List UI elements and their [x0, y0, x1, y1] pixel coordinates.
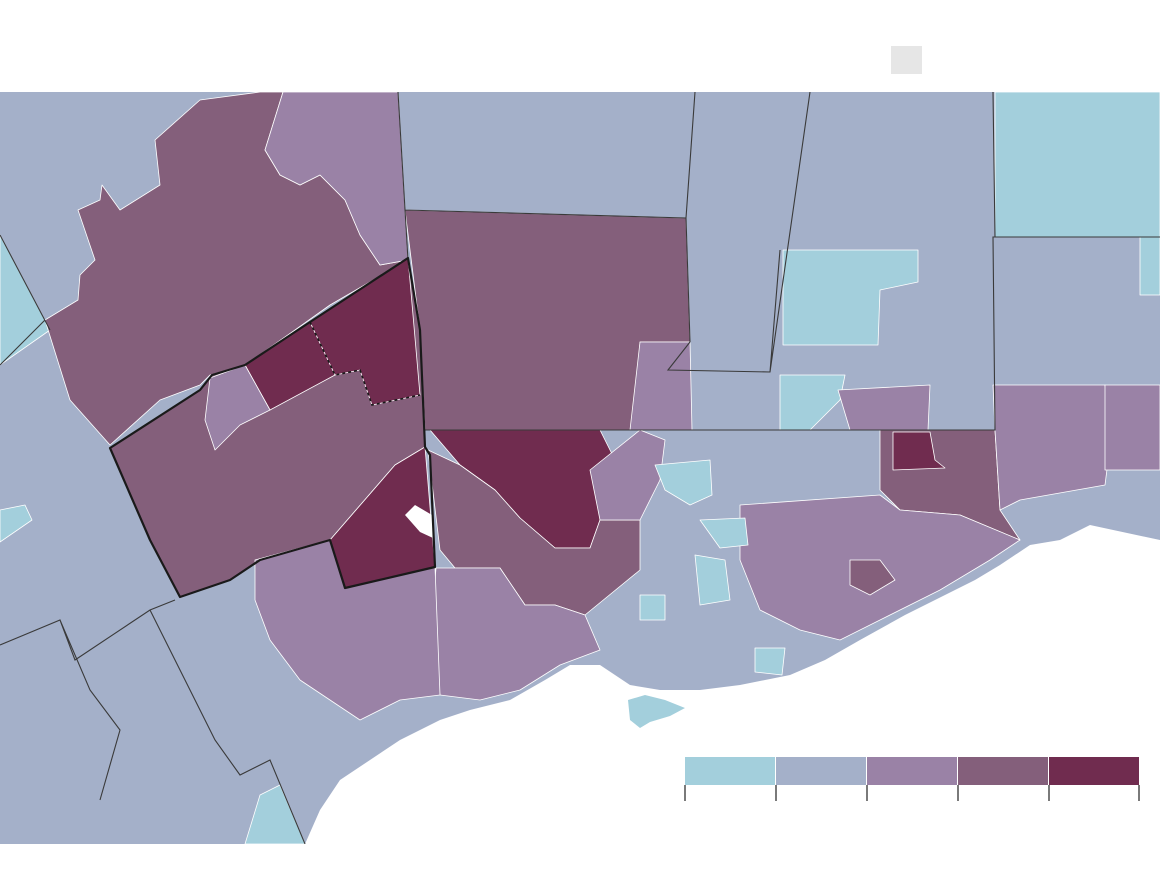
region-york-mid-light[interactable] [629, 341, 693, 431]
legend-swatch-2 [776, 757, 866, 785]
focus-outline [108, 256, 437, 599]
legend-swatch-4 [958, 757, 1048, 785]
boundary-lines [0, 92, 1160, 844]
region-toronto-east-darkest[interactable] [892, 431, 946, 471]
region-central-light[interactable] [782, 249, 919, 346]
region-light-core-2[interactable] [699, 517, 749, 549]
legend-swatch-1 [685, 757, 775, 785]
legend [684, 757, 1140, 801]
region-northeast-light[interactable] [994, 92, 1160, 238]
toronto-islands[interactable] [628, 695, 685, 728]
region-scarborough-dark[interactable] [849, 559, 896, 596]
focus-inner-dashed [309, 321, 421, 406]
region-no-data[interactable] [405, 505, 433, 538]
region-light-core-4[interactable] [639, 594, 666, 621]
region-light-core-1[interactable] [654, 459, 713, 506]
region-light-core-5[interactable] [754, 647, 786, 676]
legend-swatch-3 [867, 757, 957, 785]
map-area [0, 92, 1160, 844]
region-east-mid-light-2[interactable] [1104, 384, 1160, 471]
region-light-core-3[interactable] [694, 554, 731, 606]
region-central-mid-light[interactable] [837, 384, 931, 431]
legend-swatch-5 [1049, 757, 1139, 785]
key-swatch [891, 46, 922, 74]
region-east-light[interactable] [1139, 236, 1160, 296]
region-west-light-2[interactable] [0, 504, 33, 543]
